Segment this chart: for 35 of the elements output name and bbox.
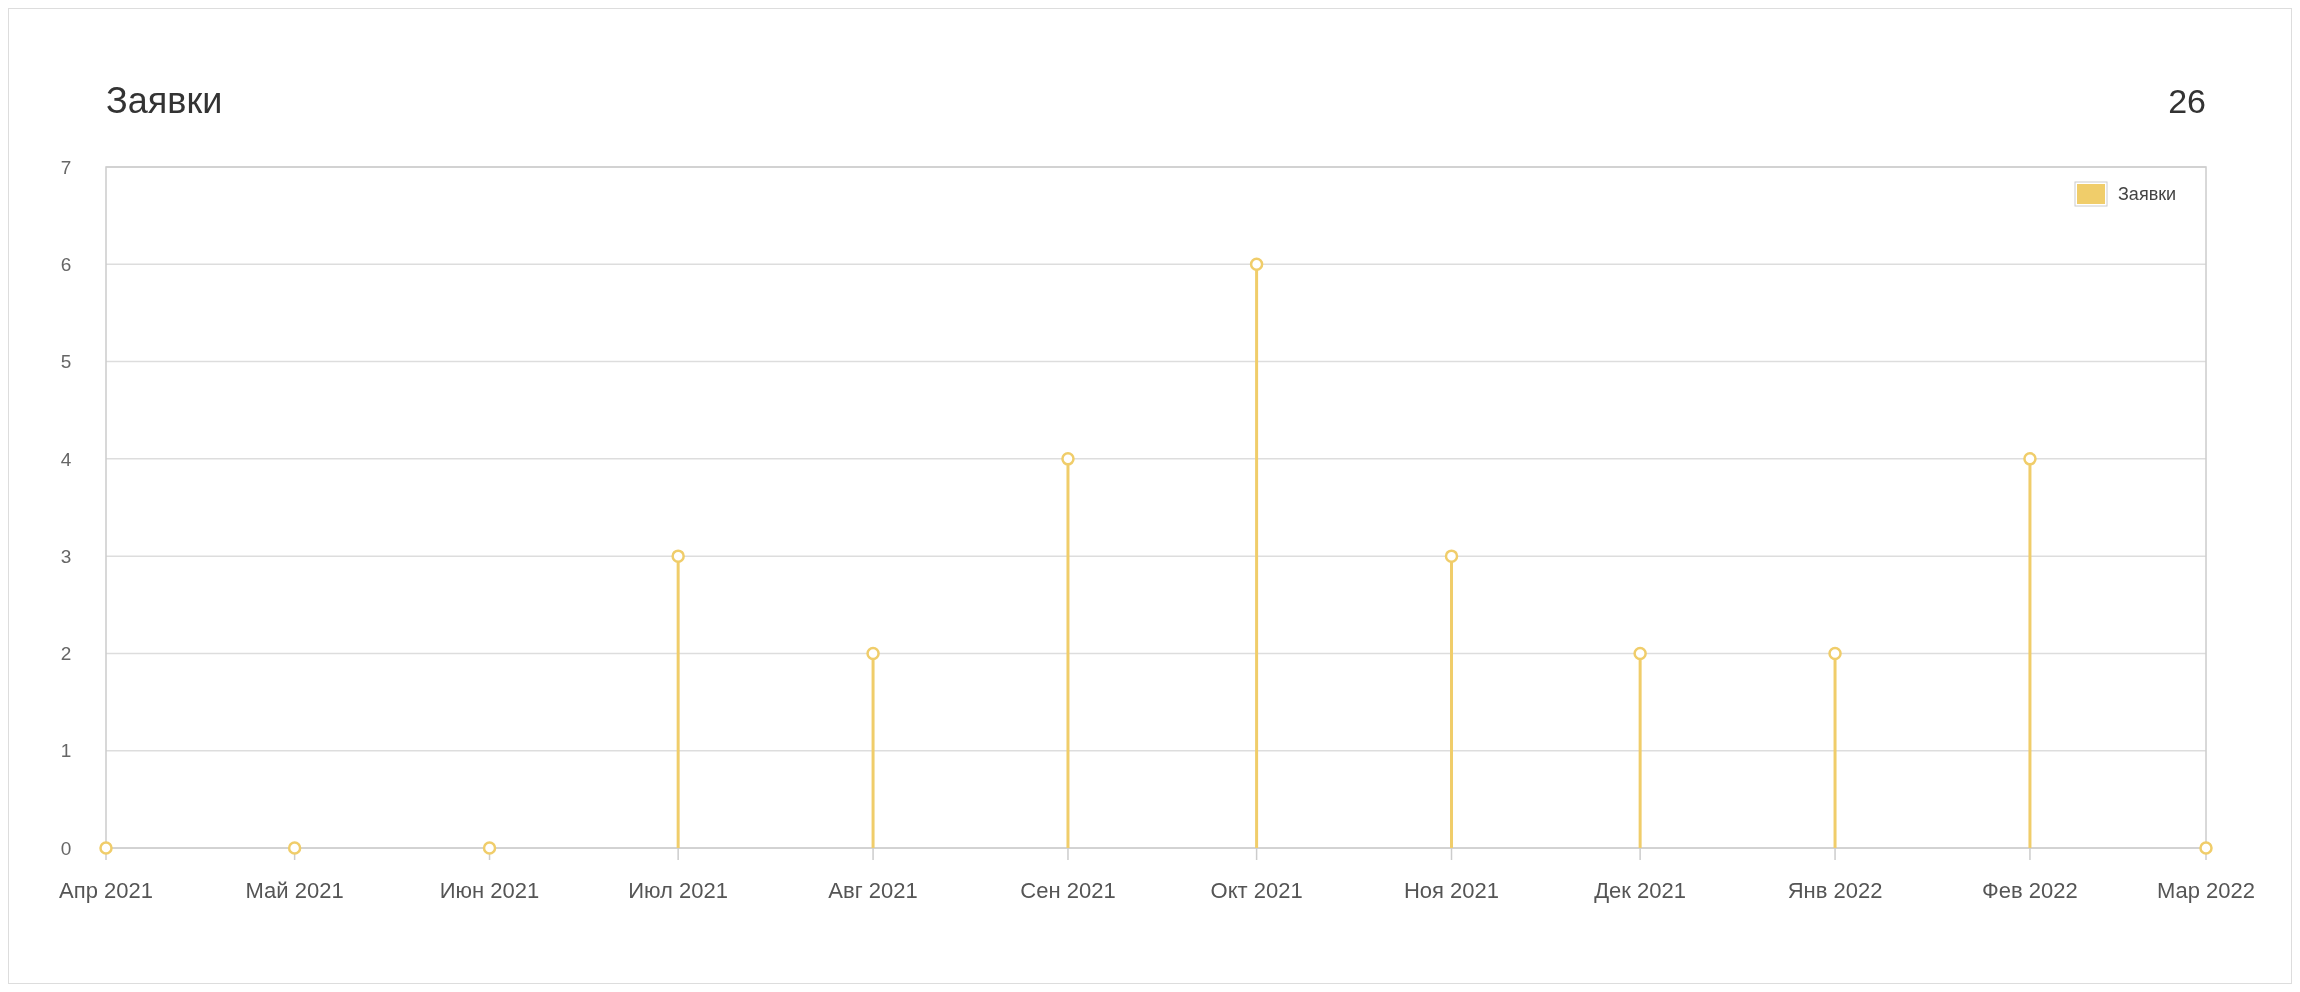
point — [866, 646, 880, 661]
y-tick-label: 3 — [60, 545, 72, 567]
x-tick-label: Янв 2022 — [1787, 878, 1883, 903]
x-tick-label: Июл 2021 — [628, 878, 729, 903]
point — [1249, 257, 1264, 272]
x-tick-label: Июн 2021 — [439, 878, 540, 903]
y-tick-label: 7 — [60, 156, 72, 178]
x-tick-label: Дек 2021 — [1594, 878, 1687, 903]
x-tick-label: Авг 2021 — [828, 878, 918, 903]
y-tick-label: 0 — [60, 837, 72, 859]
y-tick-label: 4 — [60, 448, 72, 470]
point — [2199, 841, 2213, 855]
x-tick-label: Сен 2021 — [1020, 878, 1116, 903]
y-tick-label: 5 — [60, 351, 72, 373]
x-tick-label: Фев 2022 — [1982, 878, 2078, 903]
y-tick-label: 2 — [60, 643, 72, 665]
legend-label: Заявки — [2118, 184, 2177, 205]
point — [1633, 646, 1647, 661]
x-tick-label: Май 2021 — [245, 878, 344, 903]
point — [482, 841, 497, 855]
point — [671, 549, 685, 563]
point — [1444, 549, 1459, 563]
chart-title: Заявки — [106, 80, 223, 121]
text: 26 — [2168, 82, 2206, 120]
x-tick-label: Ноя 2021 — [1403, 878, 1500, 903]
x-tick-label: Мар 2022 — [2156, 878, 2256, 903]
x-tick-label: Окт 2021 — [1210, 878, 1303, 903]
y-tick-label: 1 — [60, 740, 72, 762]
point — [1828, 646, 1842, 661]
y-tick-label: 6 — [60, 253, 72, 275]
x-tick-label: Апр 2021 — [59, 878, 153, 903]
point — [2023, 452, 2037, 466]
point — [1061, 452, 1075, 466]
point — [287, 841, 302, 855]
point — [99, 841, 113, 855]
